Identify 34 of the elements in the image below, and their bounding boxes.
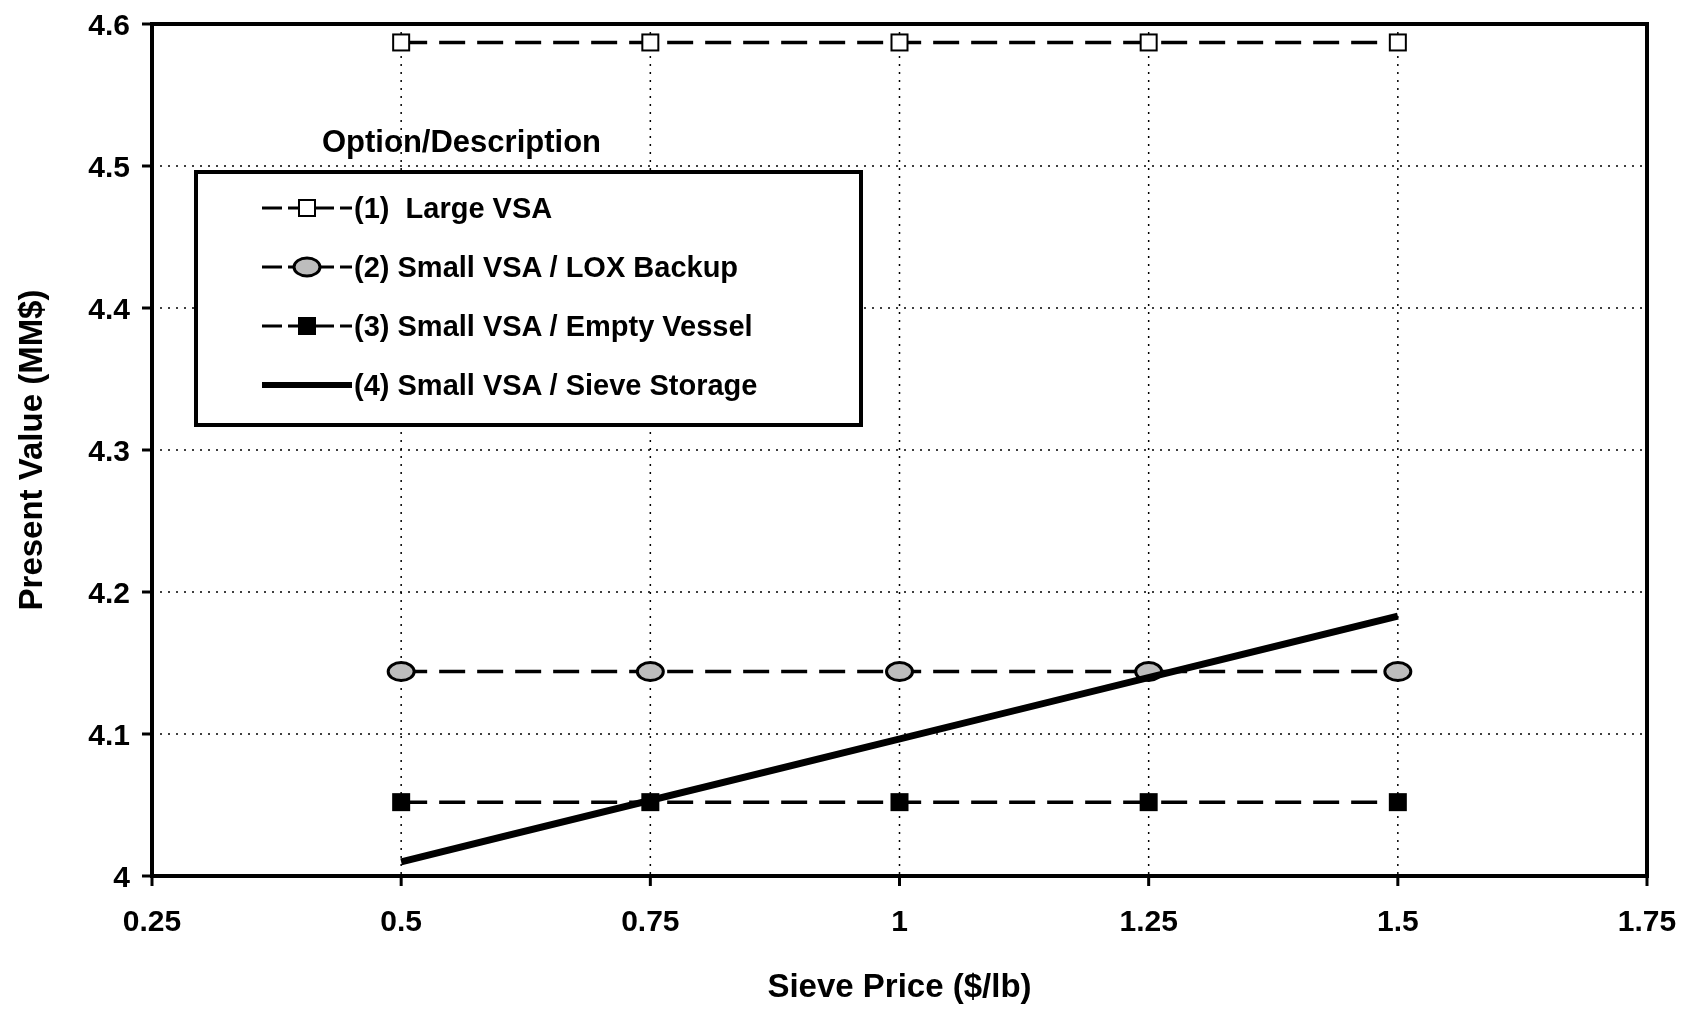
- x-tick-label: 1.75: [1617, 904, 1677, 937]
- x-axis-title: Sieve Price ($/lb): [767, 967, 1032, 1004]
- y-tick-label: 4.2: [88, 576, 130, 609]
- point: [1388, 33, 1407, 52]
- x-tick-label: 1: [891, 904, 908, 937]
- y-tick-label: 4.5: [88, 150, 130, 183]
- x-tick-label: 1.25: [1119, 904, 1178, 937]
- legend-label: (2) Small VSA / LOX Backup: [354, 251, 739, 283]
- point: [392, 33, 411, 52]
- y-tick-label: 4.3: [88, 434, 130, 467]
- point: [1139, 793, 1158, 812]
- legend-label: (1) Large VSA: [354, 192, 553, 224]
- legend-label: (4) Small VSA / Sieve Storage: [354, 369, 758, 401]
- point: [885, 661, 914, 683]
- y-tick-label: 4: [113, 860, 131, 893]
- point: [641, 33, 660, 52]
- point: [635, 661, 665, 683]
- y-axis-title: Present Value (MM$): [12, 289, 49, 611]
- x-tick-label: 1.5: [1376, 904, 1419, 937]
- point: [392, 793, 411, 812]
- point: [1383, 661, 1413, 683]
- point: [1388, 793, 1407, 812]
- x-tick-label: 0.25: [122, 904, 182, 937]
- x-tick-label: 0.75: [621, 904, 680, 937]
- legend-label: (3) Small VSA / Empty Vessel: [354, 310, 753, 342]
- x-tick-label: 0.5: [380, 904, 423, 937]
- y-tick-label: 4.6: [88, 8, 130, 41]
- point: [386, 661, 416, 683]
- y-tick-label: 4.1: [88, 718, 130, 751]
- point: [890, 33, 909, 52]
- point: [890, 793, 909, 812]
- y-tick-label: 4.4: [88, 292, 131, 325]
- point: [1139, 33, 1158, 52]
- legend-title: Option/Description: [322, 124, 601, 159]
